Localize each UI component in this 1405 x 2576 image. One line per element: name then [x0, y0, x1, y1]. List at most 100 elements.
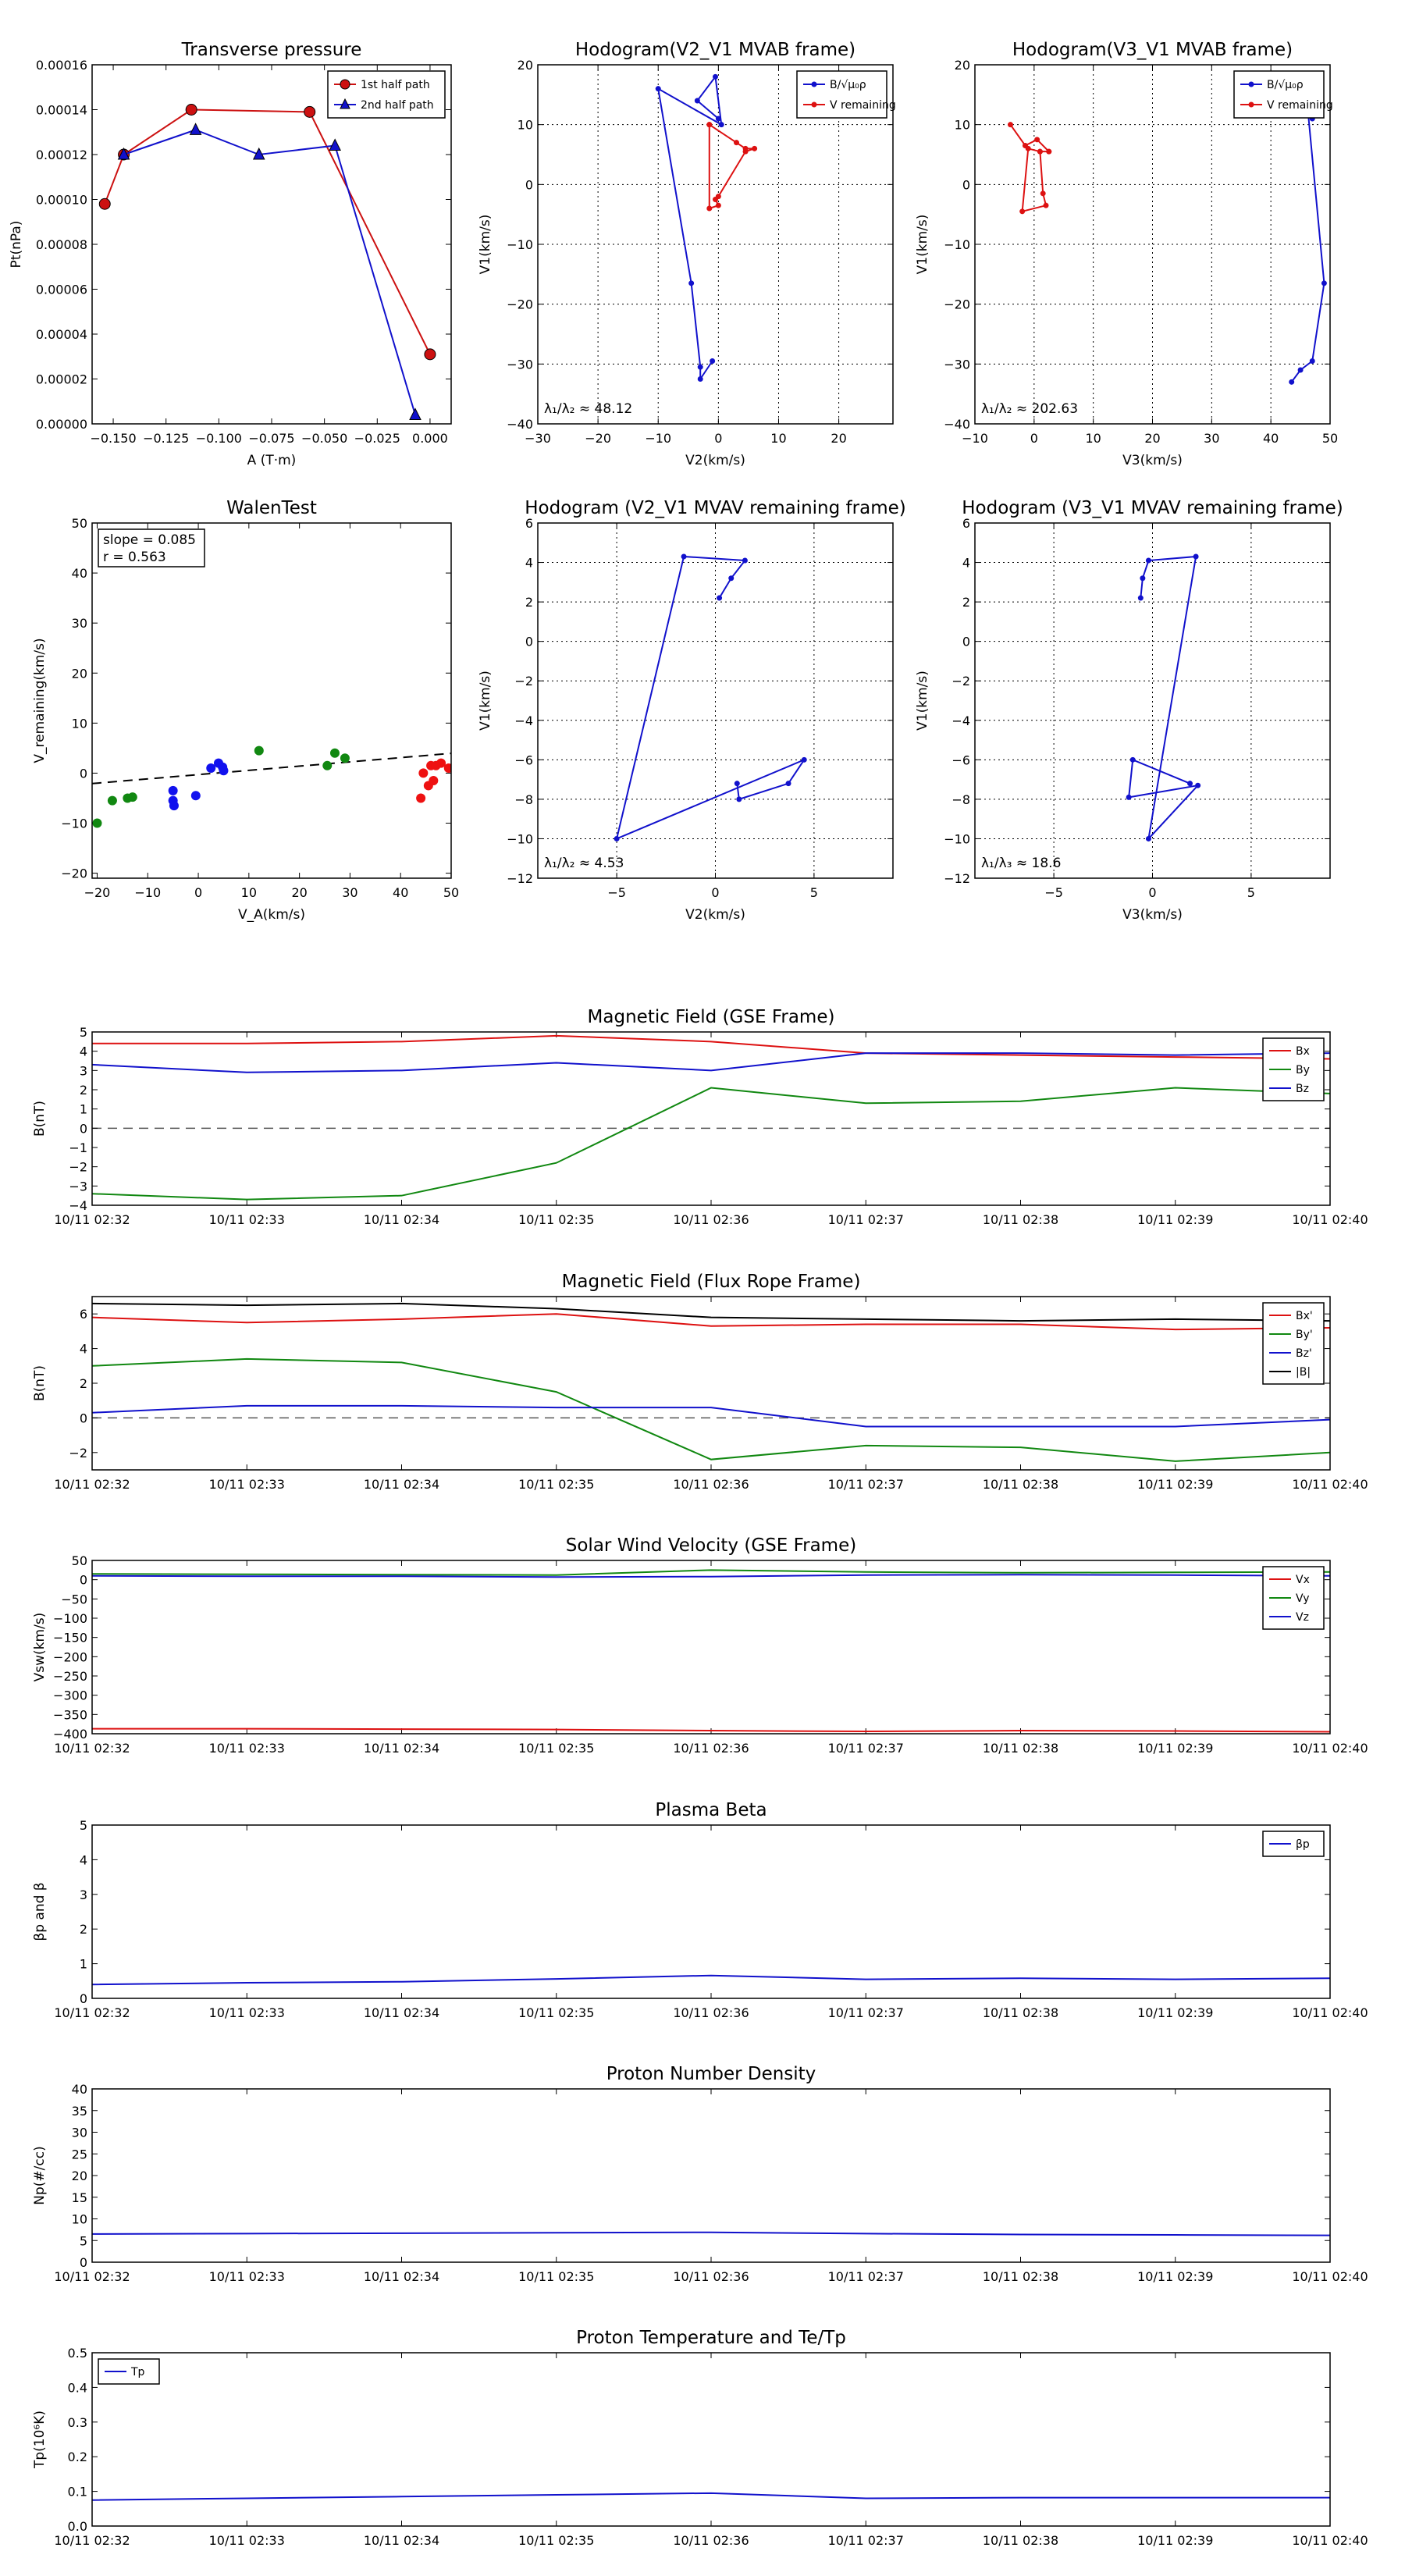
y-tick-label: 50	[72, 516, 87, 531]
plot-area	[92, 1302, 1330, 1462]
legend: Bx By Bz	[1262, 1037, 1325, 1101]
plot-frame	[537, 522, 894, 879]
regression-fit-line	[92, 753, 451, 785]
y-tick-label: −2	[514, 674, 533, 688]
x-tick-label: 0	[711, 885, 719, 900]
y-tick-label: −400	[53, 1727, 87, 1742]
legend: Tp	[98, 2358, 160, 2385]
chart-title: Magnetic Field (Flux Rope Frame)	[562, 1272, 861, 1292]
chart-vsw: Solar Wind Velocity (GSE Frame) 10/11 02:…	[32, 1535, 1368, 1756]
series-line-1	[92, 1313, 1330, 1331]
y-tick-label: −250	[53, 1669, 87, 1684]
legend-label: Bx'	[1296, 1310, 1313, 1322]
y-axis-label: βp and β	[32, 1882, 48, 1941]
x-tick-label: 10/11 02:34	[364, 2533, 439, 2548]
legend-label: Tp	[130, 2366, 145, 2379]
ratio-annotation: λ₁/λ₂ ≈ 4.53	[544, 856, 624, 871]
x-tick-label: 10/11 02:36	[673, 2533, 749, 2548]
chart-title: Hodogram(V3_V1 MVAB frame)	[1012, 40, 1293, 60]
legend-label: 2nd half path	[361, 99, 434, 112]
x-tick-label: 10/11 02:36	[673, 1741, 749, 1756]
legend-box	[1233, 70, 1325, 119]
y-tick-label: 4	[80, 1044, 87, 1059]
x-tick-label: 50	[443, 885, 459, 900]
x-tick-label: 10/11 02:37	[828, 1212, 904, 1227]
x-tick-label: 10/11 02:32	[54, 1212, 130, 1227]
y-tick-label: 0.4	[68, 2380, 87, 2395]
data-point	[206, 763, 216, 774]
x-tick-label: 10/11 02:37	[828, 1741, 904, 1756]
data-point	[785, 781, 791, 787]
chart-bgse: Magnetic Field (GSE Frame) 10/11 02:32 10/…	[32, 1007, 1368, 1227]
x-tick-label: −10	[962, 431, 988, 446]
y-tick-label: 0.00016	[36, 58, 87, 73]
data-point	[329, 748, 340, 758]
legend-marker	[811, 101, 817, 108]
y-tick-label: −10	[944, 237, 970, 252]
y-tick-label: 4	[525, 556, 533, 571]
data-point	[1187, 781, 1193, 787]
data-point	[409, 407, 422, 420]
data-point	[329, 138, 341, 151]
legend: βp	[1262, 1831, 1325, 1857]
y-tick-label: 0.00006	[36, 283, 87, 297]
y-tick-label: 0.00008	[36, 237, 87, 252]
x-tick-label: 10	[770, 431, 786, 446]
y-tick-label: 5	[80, 1818, 87, 1833]
chart-title: WalenTest	[226, 498, 317, 518]
series-line-2	[92, 1087, 1330, 1201]
x-tick-label: −0.100	[196, 431, 242, 446]
y-tick-label: 6	[962, 516, 970, 531]
y-tick-label: 5	[80, 2233, 87, 2248]
x-tick-label: 10	[241, 885, 257, 900]
x-tick-label: 20	[1144, 431, 1160, 446]
data-point	[697, 364, 703, 370]
y-tick-label: 0.5	[68, 2346, 87, 2361]
y-tick-label: 0.00000	[36, 417, 87, 432]
legend: B/√μ₀ρ V remaining	[1233, 70, 1333, 119]
plot-area	[614, 553, 807, 841]
legend-label: V remaining	[830, 99, 896, 112]
chart-bfr: Magnetic Field (Flux Rope Frame) 10/11 02…	[32, 1272, 1368, 1492]
legend-label: Vz	[1296, 1611, 1309, 1624]
data-point	[706, 122, 713, 128]
chart-tp: Transverse pressure −0.150 −0.125 −0.100 −0.…	[9, 40, 452, 468]
legend-label: Bz'	[1296, 1347, 1312, 1360]
y-tick-label: 35	[72, 2104, 87, 2119]
plot-area	[1008, 91, 1327, 385]
data-point	[418, 768, 429, 778]
y-tick-label: 0	[80, 2255, 87, 2270]
plot-area	[98, 104, 436, 420]
plot-frame	[91, 1560, 1331, 1735]
plot-frame	[537, 64, 894, 425]
x-tick-label: 10/11 02:40	[1292, 1741, 1368, 1756]
chart-title: Proton Number Density	[606, 2064, 816, 2084]
data-point	[733, 140, 739, 146]
y-tick-label: −10	[507, 831, 533, 846]
x-tick-label: −30	[525, 431, 551, 446]
y-tick-label: −40	[944, 417, 970, 432]
legend-label: B/√μ₀ρ	[1267, 79, 1304, 91]
data-point	[713, 73, 718, 80]
x-tick-label: 10/11 02:32	[54, 2005, 130, 2020]
y-tick-label: 0	[80, 1411, 87, 1425]
legend-label: Vx	[1296, 1574, 1310, 1586]
data-point	[614, 835, 620, 841]
plot-frame	[91, 1031, 1331, 1206]
data-point	[697, 376, 703, 382]
chart-beta: Plasma Beta 10/11 02:32 10/11 02:33 10/11 0…	[32, 1800, 1368, 2020]
data-point	[1034, 137, 1040, 143]
y-tick-label: −20	[507, 297, 533, 312]
y-tick-label: 40	[72, 2082, 87, 2097]
x-tick-label: −0.025	[354, 431, 400, 446]
data-point	[254, 745, 264, 756]
y-tick-label: −300	[53, 1688, 87, 1703]
chart-title: Magnetic Field (GSE Frame)	[588, 1007, 835, 1027]
x-tick-label: 10/11 02:35	[518, 2269, 594, 2284]
legend-box	[796, 70, 887, 119]
y-tick-label: −10	[507, 237, 533, 252]
x-tick-label: 10/11 02:38	[983, 1212, 1058, 1227]
chart-tpt: Proton Temperature and Te/Tp 10/11 02:32 1…	[32, 2328, 1368, 2548]
series-line-2	[92, 1569, 1330, 1576]
